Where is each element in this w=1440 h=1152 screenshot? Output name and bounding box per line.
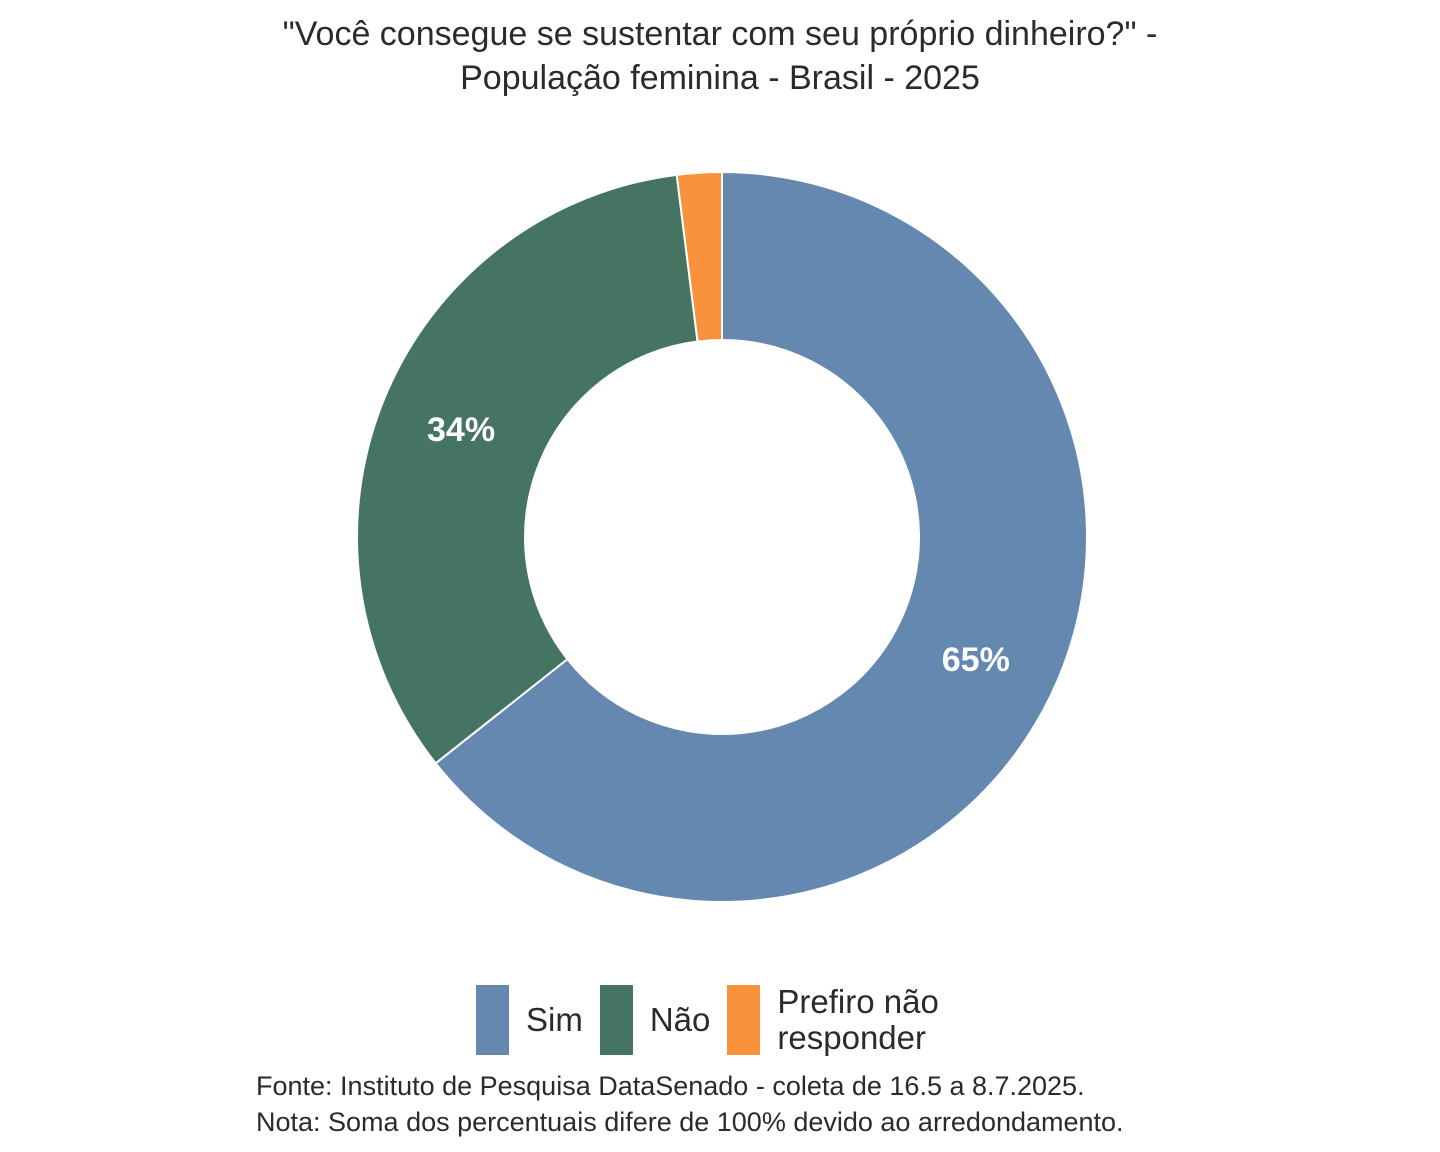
legend-item-prefiro-nao-responder[interactable]: Prefiro não responder (727, 984, 967, 1056)
caption: Fonte: Instituto de Pesquisa DataSenado … (256, 1068, 1124, 1140)
slice-sim[interactable] (434, 170, 1088, 903)
caption-source: Fonte: Instituto de Pesquisa DataSenado … (256, 1071, 1085, 1101)
donut-labels: 65% 34% (427, 411, 1010, 679)
slice-label-sim: 65% (942, 641, 1010, 679)
legend-item-nao[interactable]: Não (599, 985, 711, 1055)
chart-title-line-1: "Você consegue se sustentar com seu próp… (282, 15, 1158, 53)
legend-label-sim: Sim (526, 1001, 583, 1038)
chart-title: "Você consegue se sustentar com seu próp… (0, 12, 1440, 100)
legend-swatch-prefiro-nao-responder (727, 985, 761, 1055)
legend-swatch-sim (476, 985, 509, 1055)
legend-item-sim[interactable]: Sim (476, 985, 583, 1055)
donut-slices (356, 170, 1088, 903)
chart-title-line-2: População feminina - Brasil - 2025 (460, 59, 980, 97)
slice-nao[interactable] (356, 173, 699, 765)
legend: Sim Não Prefiro não responder (476, 984, 984, 1056)
caption-note: Nota: Soma dos percentuais difere de 100… (256, 1107, 1124, 1137)
legend-label-prefiro-nao-responder: Prefiro não responder (777, 983, 939, 1056)
slice-prefiro-nao-responder[interactable] (675, 170, 723, 343)
legend-label-nao: Não (649, 1001, 711, 1038)
slice-label-nao: 34% (427, 411, 495, 449)
legend-swatch-nao (599, 985, 633, 1055)
